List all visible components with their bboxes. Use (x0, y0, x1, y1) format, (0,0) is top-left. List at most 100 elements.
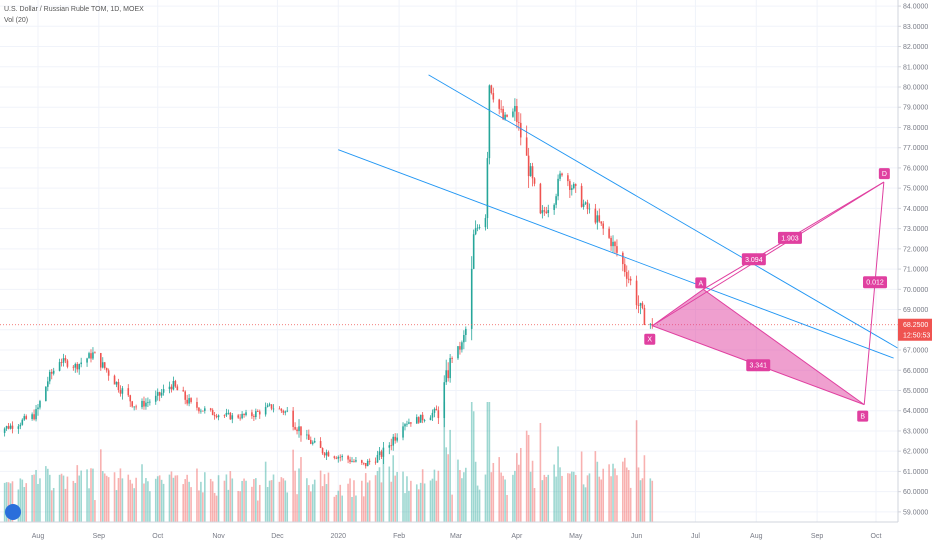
ratio-label-bg (741, 253, 766, 266)
candle-body (282, 410, 285, 413)
x-tick-label: Jun (631, 533, 642, 540)
candle-body (245, 412, 247, 416)
legend: U.S. Dollar / Russian Ruble TOM, 1D, MOE… (4, 4, 144, 26)
volume-bar (323, 474, 326, 522)
candle-body (323, 453, 326, 456)
drawings[interactable]: X A B D 3.341 3.094 1.903 0.012 (0, 74, 898, 422)
candle-body (559, 173, 561, 179)
volume-bar (202, 492, 204, 522)
volume-bar (502, 475, 504, 522)
volume-bar (622, 461, 624, 522)
candle-body (364, 463, 367, 467)
candle-body (58, 362, 61, 371)
volume-bar (366, 482, 369, 522)
grid (0, 0, 898, 522)
volume-bar (335, 494, 338, 522)
volume-indicator-label: Vol (20) (4, 17, 29, 24)
volume-bar (258, 484, 261, 522)
candle-body (518, 122, 520, 123)
candle-body (231, 415, 234, 420)
volume-bar (296, 494, 298, 522)
volume-bar (196, 468, 198, 522)
candle-body (319, 441, 322, 449)
volume-bar (337, 490, 340, 522)
candle-body (502, 109, 504, 120)
volume-bar (504, 479, 506, 522)
candle-body (258, 411, 261, 415)
candle-body (625, 272, 628, 279)
candle-body (17, 426, 20, 429)
volume-bar (476, 485, 479, 522)
pattern-point-X (644, 333, 656, 345)
tradingview-logo-icon (5, 504, 21, 520)
volume-bar (225, 474, 228, 522)
candle-body (156, 392, 159, 396)
volume-bar (115, 490, 118, 522)
volume-bar (154, 478, 157, 522)
volume-bar (76, 465, 79, 522)
candle-body (176, 386, 179, 391)
volume-bar (629, 487, 632, 522)
candle-body (154, 395, 157, 402)
ratio-label: 3.341 (749, 363, 767, 370)
volume-bar (588, 473, 591, 522)
volume-bar (121, 478, 124, 522)
volume-bar (162, 483, 165, 522)
candle-body (72, 366, 75, 368)
candle-body (103, 362, 106, 369)
volume-bar (5, 482, 8, 522)
x-tick-label: Apr (511, 533, 523, 540)
candle-body (184, 391, 186, 400)
candle-body (129, 395, 132, 402)
candle-body (649, 324, 652, 326)
volume-bar (176, 475, 179, 522)
volume-bar (80, 470, 82, 522)
candle-body (47, 381, 49, 387)
candle-body (614, 241, 616, 247)
candle-body (571, 188, 573, 190)
candle-body (390, 445, 393, 447)
volume-bar (547, 474, 550, 522)
y-tick-label: 82.0000 (903, 44, 928, 51)
volume-bar (190, 487, 192, 522)
candle-body (145, 402, 147, 407)
volume-bar (147, 481, 149, 522)
volume-bar (25, 483, 28, 522)
volume-bar (241, 480, 243, 522)
candle-body (11, 425, 14, 429)
candle-body (25, 416, 28, 419)
ratio-label-bg (777, 231, 802, 244)
candle-body (39, 401, 41, 408)
volume-bar (506, 494, 508, 522)
candle-body (553, 204, 555, 210)
x-tick-label: Oct (152, 533, 163, 540)
ratio-label: 1.903 (781, 235, 799, 242)
volume-bar (651, 480, 654, 522)
candle-body (243, 413, 245, 416)
candle-body (52, 370, 55, 374)
candle-body (170, 386, 173, 390)
y-tick-label: 78.0000 (903, 125, 928, 132)
y-tick-label: 83.0000 (903, 24, 928, 31)
candle-body (539, 183, 542, 214)
volume-bar (349, 478, 351, 522)
y-tick-label: 81.0000 (903, 64, 928, 71)
volume-bar (188, 481, 190, 522)
volume-bar (333, 496, 336, 522)
candle-body (596, 215, 599, 223)
candle-body (547, 209, 550, 213)
candle-body (31, 414, 33, 419)
candle-body (135, 406, 137, 408)
y-tick-label: 73.0000 (903, 226, 928, 233)
volume-bar (174, 475, 177, 522)
candle-body (635, 280, 638, 306)
volume-bar (567, 473, 569, 522)
volume-bar (561, 475, 563, 522)
volume-bar (639, 480, 642, 522)
volume-bar (484, 474, 487, 522)
x-tick-label: Jul (691, 533, 700, 540)
candle-body (62, 358, 65, 363)
